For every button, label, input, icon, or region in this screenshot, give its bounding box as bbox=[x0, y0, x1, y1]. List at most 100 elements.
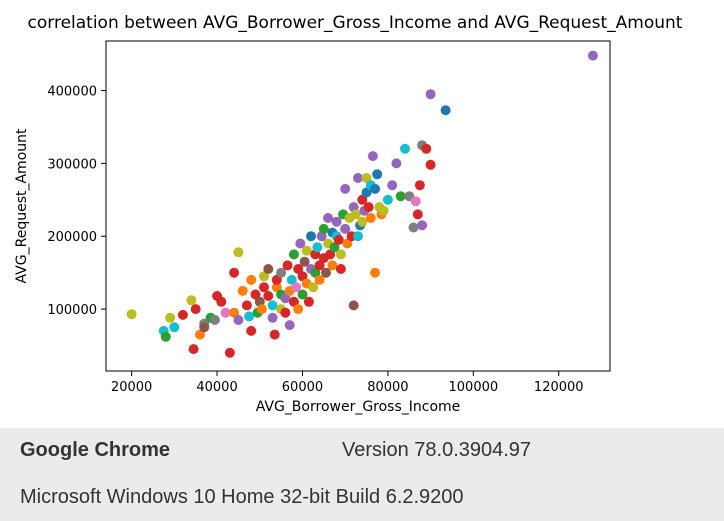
scatter-point bbox=[410, 196, 421, 207]
scatter-point bbox=[288, 249, 299, 260]
scatter-point bbox=[357, 194, 368, 205]
scatter-point bbox=[291, 282, 302, 293]
scatter-point bbox=[256, 304, 267, 315]
scatter-point bbox=[414, 180, 425, 191]
scatter-point bbox=[267, 300, 278, 311]
scatter-point bbox=[303, 296, 314, 307]
scatter-point bbox=[259, 282, 269, 293]
scatter-point bbox=[259, 271, 269, 282]
points-layer bbox=[126, 50, 598, 358]
scatter-point bbox=[233, 247, 244, 258]
scatter-point bbox=[353, 173, 363, 183]
scatter-point bbox=[440, 105, 451, 116]
scatter-point bbox=[233, 315, 244, 325]
scatter-point bbox=[246, 274, 257, 285]
scatter-point bbox=[280, 293, 291, 304]
scatter-point bbox=[276, 267, 287, 278]
scatter-point bbox=[267, 312, 278, 323]
scatter-point bbox=[378, 205, 389, 216]
x-tick-label: 120000 bbox=[534, 380, 584, 395]
scatter-point bbox=[412, 209, 423, 220]
scatter-point bbox=[126, 309, 137, 320]
scatter-point bbox=[286, 274, 297, 285]
scatter-point bbox=[209, 315, 220, 325]
scatter-point bbox=[250, 289, 261, 300]
scatter-point bbox=[335, 249, 346, 260]
scatter-point bbox=[282, 260, 293, 271]
x-tick-label: 20000 bbox=[111, 380, 152, 395]
scatter-point bbox=[263, 264, 274, 274]
scatter-point bbox=[269, 329, 280, 340]
scatter-point bbox=[306, 231, 316, 242]
scatter-point bbox=[295, 238, 306, 249]
scatter-point bbox=[357, 216, 368, 227]
browser-version: Version 78.0.3904.97 bbox=[342, 439, 532, 461]
scatter-point bbox=[220, 307, 231, 318]
scatter-point bbox=[284, 320, 295, 331]
scatter-point bbox=[190, 304, 201, 315]
x-axis-label: AVG_Borrower_Gross_Income bbox=[256, 399, 461, 415]
scatter-point bbox=[229, 307, 240, 318]
scatter-point bbox=[342, 238, 353, 249]
scatter-point bbox=[367, 151, 378, 162]
scatter-point bbox=[314, 274, 325, 285]
scatter-point bbox=[382, 194, 393, 205]
scatter-point bbox=[353, 231, 363, 242]
scatter-point bbox=[323, 213, 334, 223]
scatter-point bbox=[340, 183, 351, 194]
scatter-point bbox=[188, 344, 199, 355]
scatter-point bbox=[229, 267, 240, 278]
scatter-point bbox=[237, 285, 248, 296]
scatter-point bbox=[301, 245, 312, 256]
scatter-chart: correlation between AVG_Borrower_Gross_I… bbox=[14, 13, 683, 415]
scatter-point bbox=[335, 264, 346, 274]
scatter-point bbox=[327, 260, 338, 271]
scatter-point bbox=[365, 213, 376, 223]
x-tick-label: 40000 bbox=[196, 380, 237, 395]
scatter-point bbox=[361, 173, 372, 183]
scatter-point bbox=[293, 304, 304, 315]
chart-figure: correlation between AVG_Borrower_Gross_I… bbox=[14, 13, 683, 415]
scatter-point bbox=[293, 264, 304, 274]
scatter-point bbox=[246, 325, 257, 336]
scatter-point bbox=[299, 256, 310, 267]
scatter-point bbox=[370, 267, 381, 278]
scatter-point bbox=[363, 202, 374, 213]
y-tick-label: 100000 bbox=[47, 303, 97, 318]
scatter-point bbox=[186, 295, 197, 306]
scatter-point bbox=[325, 249, 336, 260]
scatter-point bbox=[310, 267, 321, 278]
scatter-point bbox=[361, 187, 372, 198]
y-tick-label: 300000 bbox=[47, 157, 97, 172]
scatter-point bbox=[425, 89, 436, 100]
scatter-point bbox=[288, 296, 299, 307]
scatter-point bbox=[165, 312, 176, 323]
scatter-point bbox=[331, 216, 342, 227]
scatter-point bbox=[177, 309, 188, 320]
scatter-point bbox=[199, 322, 210, 333]
scatter-point bbox=[370, 183, 381, 194]
x-tick-label: 100000 bbox=[449, 380, 499, 395]
scatter-point bbox=[321, 267, 331, 278]
scatter-point bbox=[340, 223, 351, 234]
scatter-point bbox=[271, 282, 282, 293]
scatter-point bbox=[372, 169, 383, 180]
scatter-point bbox=[160, 331, 171, 342]
scatter-point bbox=[314, 260, 325, 271]
chart-title: correlation between AVG_Borrower_Gross_I… bbox=[28, 13, 683, 33]
scatter-point bbox=[348, 300, 359, 311]
scatter-point bbox=[169, 322, 180, 333]
scatter-point bbox=[318, 223, 329, 234]
scatter-point bbox=[312, 242, 323, 253]
scatter-point bbox=[329, 242, 340, 253]
y-tick-label: 400000 bbox=[47, 85, 97, 100]
scatter-point bbox=[400, 143, 410, 154]
y-axis-label: AVG_Request_Amount bbox=[14, 128, 30, 284]
x-tick-label: 80000 bbox=[367, 380, 408, 395]
y-tick-label: 200000 bbox=[47, 230, 97, 245]
scatter-point bbox=[297, 289, 308, 300]
scatter-point bbox=[387, 180, 398, 191]
scatter-point bbox=[241, 300, 252, 311]
scatter-point bbox=[224, 347, 235, 358]
scatter-point bbox=[308, 282, 319, 293]
